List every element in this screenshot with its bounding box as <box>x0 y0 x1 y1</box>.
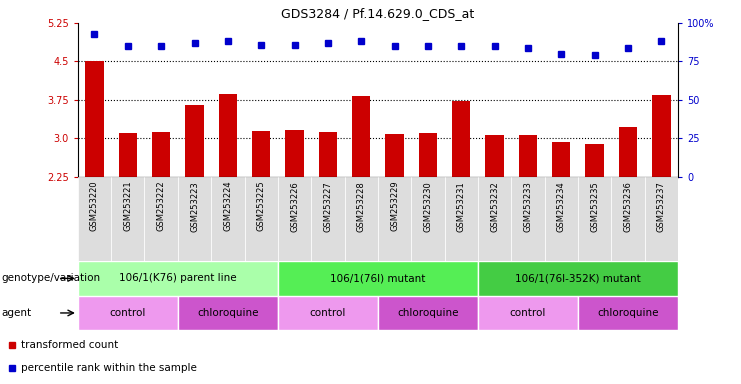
Bar <box>85 61 104 177</box>
Bar <box>245 177 278 261</box>
Text: 106/1(76I) mutant: 106/1(76I) mutant <box>330 273 425 283</box>
Text: control: control <box>310 308 346 318</box>
Bar <box>419 133 437 177</box>
Text: chloroquine: chloroquine <box>597 308 659 318</box>
Bar <box>478 296 578 330</box>
Bar <box>378 177 411 261</box>
Bar <box>278 261 478 296</box>
Text: GSM253224: GSM253224 <box>223 181 233 232</box>
Bar <box>252 131 270 177</box>
Bar <box>152 132 170 177</box>
Bar <box>485 135 504 177</box>
Bar <box>619 127 637 177</box>
Bar <box>345 177 378 261</box>
Text: genotype/variation: genotype/variation <box>1 273 101 283</box>
Text: 106/1(K76) parent line: 106/1(K76) parent line <box>119 273 236 283</box>
Bar <box>178 296 278 330</box>
Bar <box>311 177 345 261</box>
Text: GSM253234: GSM253234 <box>556 181 566 232</box>
Bar <box>578 296 678 330</box>
Bar <box>319 132 337 177</box>
Text: GSM253230: GSM253230 <box>423 181 433 232</box>
Bar <box>645 177 678 261</box>
Text: control: control <box>110 308 146 318</box>
Bar <box>185 105 204 177</box>
Bar <box>211 177 245 261</box>
Bar <box>378 296 478 330</box>
Bar <box>552 142 571 177</box>
Bar <box>144 177 178 261</box>
Text: GSM253226: GSM253226 <box>290 181 299 232</box>
Bar <box>119 133 137 177</box>
Bar <box>611 177 645 261</box>
Text: percentile rank within the sample: percentile rank within the sample <box>21 362 196 373</box>
Bar <box>78 177 111 261</box>
Text: GSM253221: GSM253221 <box>123 181 133 232</box>
Text: GSM253227: GSM253227 <box>323 181 333 232</box>
Text: GSM253220: GSM253220 <box>90 181 99 232</box>
Bar <box>278 177 311 261</box>
Bar <box>411 177 445 261</box>
Text: 106/1(76I-352K) mutant: 106/1(76I-352K) mutant <box>515 273 641 283</box>
Text: GSM253225: GSM253225 <box>256 181 266 232</box>
Bar <box>578 177 611 261</box>
Text: GSM253237: GSM253237 <box>657 181 666 232</box>
Text: GSM253229: GSM253229 <box>390 181 399 232</box>
Text: transformed count: transformed count <box>21 340 118 350</box>
Text: control: control <box>510 308 546 318</box>
Bar <box>652 95 671 177</box>
Title: GDS3284 / Pf.14.629.0_CDS_at: GDS3284 / Pf.14.629.0_CDS_at <box>282 7 474 20</box>
Bar <box>511 177 545 261</box>
Bar <box>352 96 370 177</box>
Bar <box>78 296 178 330</box>
Bar <box>519 135 537 177</box>
Bar <box>278 296 378 330</box>
Bar <box>111 177 144 261</box>
Bar <box>545 177 578 261</box>
Text: GSM253232: GSM253232 <box>490 181 499 232</box>
Bar <box>219 94 237 177</box>
Bar <box>452 101 471 177</box>
Text: chloroquine: chloroquine <box>197 308 259 318</box>
Text: GSM253228: GSM253228 <box>356 181 366 232</box>
Bar <box>385 134 404 177</box>
Bar <box>285 130 304 177</box>
Text: GSM253222: GSM253222 <box>156 181 166 232</box>
Bar <box>478 261 678 296</box>
Bar <box>585 144 604 177</box>
Bar <box>178 177 211 261</box>
Text: chloroquine: chloroquine <box>397 308 459 318</box>
Text: GSM253231: GSM253231 <box>456 181 466 232</box>
Bar <box>478 177 511 261</box>
Bar <box>445 177 478 261</box>
Text: agent: agent <box>1 308 32 318</box>
Bar <box>78 261 278 296</box>
Text: GSM253223: GSM253223 <box>190 181 199 232</box>
Text: GSM253235: GSM253235 <box>590 181 599 232</box>
Text: GSM253236: GSM253236 <box>623 181 633 232</box>
Text: GSM253233: GSM253233 <box>523 181 533 232</box>
